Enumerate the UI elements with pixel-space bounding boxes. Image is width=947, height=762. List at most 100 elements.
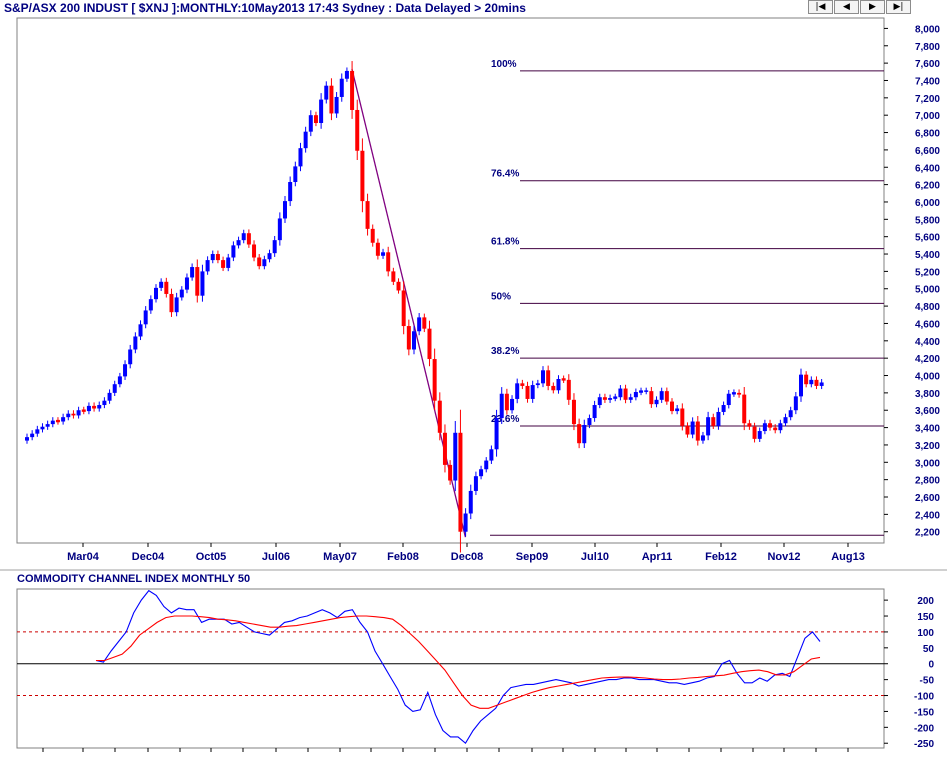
x-tick-label: Nov12: [767, 551, 800, 563]
candle-body: [706, 417, 711, 436]
cci-y-tick-label: -50: [920, 676, 935, 687]
y-tick-label: 5,000: [915, 285, 940, 296]
y-tick-label: 2,200: [915, 528, 940, 539]
candle-body: [81, 409, 86, 412]
candle-body: [164, 281, 169, 294]
previous-page-button[interactable]: ◀: [834, 0, 859, 14]
candle-body: [86, 405, 91, 412]
candle-body: [628, 397, 633, 400]
next-page-button[interactable]: ▶: [860, 0, 885, 14]
candle-body: [365, 201, 370, 229]
candle-body: [45, 424, 50, 427]
candle-body: [654, 399, 659, 405]
candle-body: [597, 397, 602, 406]
candle-body: [644, 390, 649, 392]
candle-body: [504, 393, 509, 411]
candle-body: [768, 423, 773, 428]
cci-title: COMMODITY CHANNEL INDEX MONTHLY 50: [17, 573, 251, 585]
candle-body: [117, 376, 122, 385]
candle-body: [210, 254, 215, 261]
y-tick-label: 4,200: [915, 354, 940, 365]
candle-body: [386, 252, 391, 272]
y-tick-label: 7,200: [915, 94, 940, 105]
y-tick-label: 8,000: [915, 24, 940, 35]
candle-body: [731, 392, 736, 395]
candle-body: [437, 400, 442, 433]
candle-body: [809, 379, 814, 385]
y-tick-label: 6,400: [915, 163, 940, 174]
candle-body: [226, 257, 231, 268]
candle-body: [267, 253, 272, 260]
cci-y-tick-label: 100: [917, 628, 934, 639]
chart-title: S&P/ASX 200 INDUST [ $XNJ ]:MONTHLY:10Ma…: [4, 1, 526, 15]
candle-body: [200, 271, 205, 296]
y-tick-label: 4,000: [915, 372, 940, 383]
candle-body: [241, 233, 246, 241]
candle-body: [793, 396, 798, 411]
candle-body: [618, 388, 623, 398]
candle-body: [530, 385, 535, 399]
candle-body: [262, 259, 267, 267]
candle-body: [582, 424, 587, 444]
candle-body: [252, 244, 257, 258]
candle-body: [184, 277, 189, 290]
candle-body: [195, 267, 200, 296]
candle-body: [370, 228, 375, 243]
y-tick-label: 5,600: [915, 233, 940, 244]
candle-body: [814, 379, 819, 386]
x-tick-label: Feb12: [705, 551, 737, 563]
candle-body: [308, 115, 313, 132]
candle-body: [406, 326, 411, 350]
candle-body: [66, 413, 71, 418]
y-tick-label: 6,800: [915, 129, 940, 140]
candle-body: [71, 413, 76, 416]
candle-body: [587, 418, 592, 425]
cci-plot-frame: [16, 588, 885, 749]
candle-body: [484, 460, 489, 470]
candle-body: [257, 257, 262, 267]
candle-body: [783, 417, 788, 424]
last-page-button[interactable]: ▶|: [886, 0, 911, 14]
cci-y-tick-label: -150: [914, 707, 934, 718]
candle-body: [272, 240, 277, 254]
y-tick-label: 3,800: [915, 389, 940, 400]
fib-level-label: 50%: [491, 291, 511, 302]
candle-body: [525, 385, 530, 399]
candle-body: [303, 131, 308, 149]
candle-body: [633, 392, 638, 398]
candle-body: [401, 290, 406, 327]
y-tick-label: 6,200: [915, 181, 940, 192]
candle-body: [468, 490, 473, 514]
candle-body: [107, 392, 112, 401]
candle-body: [680, 408, 685, 426]
x-tick-label: Oct05: [196, 551, 227, 563]
candle-body: [231, 245, 236, 258]
candle-body: [422, 317, 427, 329]
candle-body: [350, 70, 355, 110]
candle-body: [432, 359, 437, 401]
x-tick-label: Mar04: [67, 551, 100, 563]
candle-body: [649, 391, 654, 405]
candle-body: [298, 148, 303, 167]
candle-body: [288, 182, 293, 202]
candle-body: [463, 513, 468, 532]
candle-body: [556, 378, 561, 391]
candle-body: [613, 396, 618, 399]
candle-body: [747, 423, 752, 427]
candle-body: [215, 254, 220, 261]
candle-body: [685, 425, 690, 435]
x-tick-label: May07: [323, 551, 357, 563]
candle-body: [448, 464, 453, 481]
candle-body: [375, 242, 380, 256]
candle-body: [757, 431, 762, 439]
candle-body: [205, 260, 210, 272]
candle-body: [138, 324, 143, 337]
candle-body: [762, 423, 767, 432]
first-page-button[interactable]: |◀: [808, 0, 833, 14]
cci-y-tick-label: -250: [914, 739, 934, 750]
candle-body: [133, 336, 138, 350]
candle-body: [293, 166, 298, 183]
y-tick-label: 7,800: [915, 42, 940, 53]
candle-body: [659, 391, 664, 400]
candle-body: [35, 429, 40, 434]
